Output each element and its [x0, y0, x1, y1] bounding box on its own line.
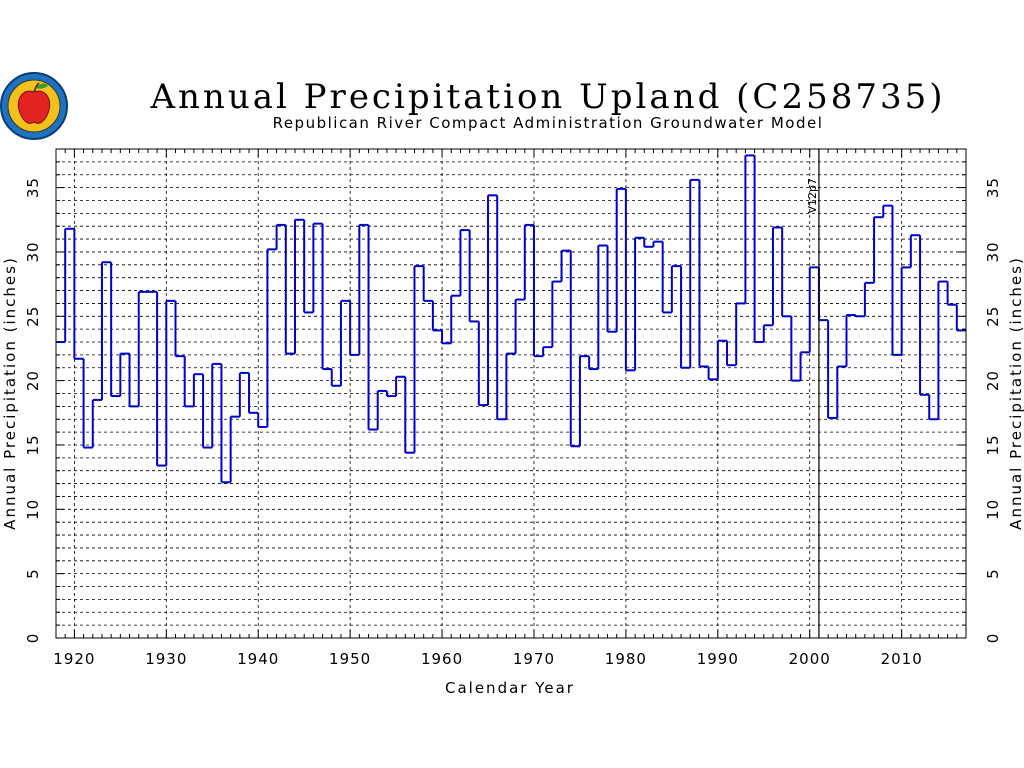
y-tick-label: 30: [24, 241, 42, 262]
y-tick-label-right: 15: [984, 434, 1002, 455]
y-axis-ticks: 0 5 10 15 20 25 30 35: [24, 161, 64, 644]
version-marker-label: V12p7: [806, 178, 819, 214]
chart-title: Annual Precipitation Upland (C258735): [149, 77, 945, 117]
rrca-logo: [0, 72, 68, 140]
x-axis-label: Calendar Year: [445, 679, 575, 697]
x-tick-label: 2010: [881, 650, 923, 668]
x-tick-label: 1970: [513, 650, 555, 668]
version-marker: V12p7: [806, 149, 820, 638]
y-tick-label: 35: [24, 177, 42, 198]
grid-lines: [56, 149, 966, 638]
y-tick-label: 5: [24, 568, 42, 579]
y-tick-label: 10: [24, 499, 42, 520]
x-axis-ticks: 1920 1930 1940 1950 1960 1970 1980 1990 2000 2010: [53, 149, 967, 668]
x-tick-label: 1930: [145, 650, 187, 668]
y-tick-label-right: 5: [984, 568, 1002, 579]
y-tick-label: 15: [24, 434, 42, 455]
x-tick-label: 2000: [789, 650, 831, 668]
y-tick-label-right: 10: [984, 499, 1002, 520]
x-tick-label: 1980: [605, 650, 647, 668]
chart-subtitle: Republican River Compact Administration …: [273, 114, 824, 132]
plot-frame: [55, 148, 967, 639]
y-axis-ticks-right: 0 5 10 15 20 25 30 35: [958, 161, 1002, 644]
x-tick-label: 1990: [697, 650, 739, 668]
precipitation-series: [56, 154, 966, 484]
x-tick-label: 1960: [421, 650, 463, 668]
y-tick-label-right: 0: [984, 633, 1002, 644]
y-tick-label-right: 25: [984, 306, 1002, 327]
plot-border: [55, 148, 967, 639]
y-tick-label: 25: [24, 306, 42, 327]
y-tick-label: 0: [24, 633, 42, 644]
y-axis-label-right: Annual Precipitation (inches): [1007, 256, 1024, 530]
x-tick-label: 1940: [237, 650, 279, 668]
y-tick-label-right: 30: [984, 241, 1002, 262]
y-tick-label-right: 35: [984, 177, 1002, 198]
x-tick-label: 1920: [53, 650, 95, 668]
y-tick-label: 20: [24, 370, 42, 391]
x-tick-label: 1950: [329, 650, 371, 668]
y-axis-label: Annual Precipitation (inches): [1, 256, 19, 530]
y-tick-label-right: 20: [984, 370, 1002, 391]
